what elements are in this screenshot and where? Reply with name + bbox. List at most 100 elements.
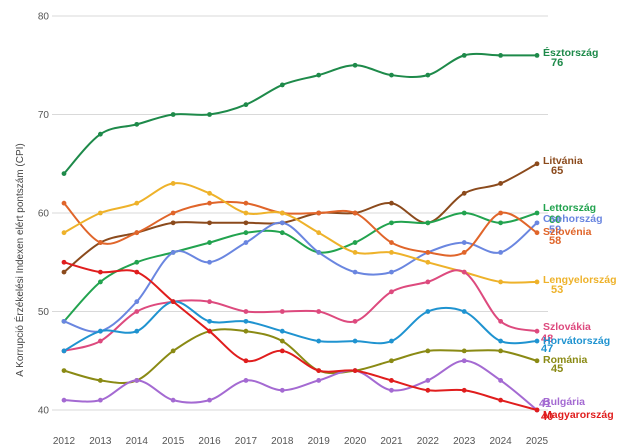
data-point <box>61 368 67 373</box>
data-point <box>461 358 467 364</box>
x-tick-label: 2025 <box>526 436 549 447</box>
data-point <box>243 220 249 226</box>
data-point <box>61 318 67 324</box>
data-point <box>243 200 249 206</box>
data-point <box>279 348 285 354</box>
data-point <box>461 309 467 314</box>
data-point <box>243 210 249 216</box>
data-point <box>170 397 176 403</box>
series-name-label: Csehország <box>543 213 603 225</box>
data-point <box>134 328 140 334</box>
data-point <box>389 269 394 275</box>
data-point <box>97 131 103 137</box>
data-point <box>316 230 322 236</box>
data-point <box>534 220 540 226</box>
data-point <box>316 210 322 216</box>
x-tick-label: 2023 <box>453 436 476 447</box>
series-line <box>63 328 538 385</box>
data-point <box>61 230 67 236</box>
data-point <box>207 397 212 403</box>
series-value-label: 45 <box>551 363 563 375</box>
data-point <box>316 368 322 373</box>
data-point <box>425 250 431 255</box>
data-point <box>97 397 103 403</box>
data-point <box>170 210 176 216</box>
data-point <box>389 200 394 206</box>
series-value-label: 47 <box>541 343 553 355</box>
series-value-label: 53 <box>551 284 563 296</box>
data-point <box>352 368 358 373</box>
data-point <box>97 279 103 285</box>
series-value-label: 76 <box>551 57 563 69</box>
series-line <box>63 261 538 411</box>
data-point <box>389 378 394 383</box>
series-value-label: 60 <box>549 214 561 226</box>
data-point <box>61 397 67 403</box>
series-name-label: Litvánia <box>543 155 583 167</box>
data-point <box>352 250 358 255</box>
data-point <box>170 250 176 255</box>
data-point <box>461 210 467 216</box>
series-line <box>63 359 538 411</box>
series-value-label: 40 <box>541 411 553 423</box>
series-value-label: 48 <box>541 333 553 345</box>
y-tick-label: 40 <box>38 406 50 417</box>
data-point <box>134 121 140 127</box>
data-point <box>534 279 540 285</box>
data-point <box>389 358 394 364</box>
data-point <box>170 112 176 117</box>
data-point <box>279 387 285 393</box>
series-name-label: Lettország <box>543 202 596 214</box>
data-point <box>425 220 431 226</box>
series-value-label: 65 <box>551 165 563 177</box>
data-point <box>279 328 285 334</box>
series-3 <box>61 220 540 334</box>
y-tick-label: 50 <box>38 307 50 318</box>
series-0 <box>61 52 540 177</box>
data-point <box>534 230 540 236</box>
x-tick-label: 2015 <box>162 436 185 447</box>
data-point <box>207 328 212 334</box>
x-tick-label: 2012 <box>53 436 76 447</box>
data-point <box>425 378 431 383</box>
data-point <box>279 230 285 236</box>
data-point <box>316 338 322 344</box>
data-point <box>134 230 140 236</box>
data-point <box>316 72 322 78</box>
data-point <box>534 407 540 413</box>
data-point <box>207 299 212 305</box>
series-line <box>63 52 537 175</box>
data-point <box>170 220 176 226</box>
data-point <box>461 269 467 275</box>
x-tick-label: 2016 <box>198 436 221 447</box>
data-point <box>534 358 540 364</box>
data-point <box>498 397 504 403</box>
data-point <box>352 240 358 245</box>
data-point <box>425 309 431 314</box>
data-point <box>97 378 103 383</box>
y-tick-label: 70 <box>38 110 50 121</box>
data-point <box>134 269 140 275</box>
data-point <box>279 82 285 88</box>
data-point <box>207 220 212 226</box>
data-point <box>279 309 285 314</box>
data-point <box>389 220 394 226</box>
y-axis-label: A Korrupció Érzékelési Indexen elért pon… <box>13 143 26 376</box>
x-tick-label: 2018 <box>271 436 294 447</box>
data-point <box>352 210 358 216</box>
data-point <box>389 338 394 344</box>
data-point <box>498 220 504 226</box>
data-point <box>207 200 212 206</box>
data-point <box>425 387 431 393</box>
data-point <box>498 181 504 186</box>
series-value-label: 59 <box>549 224 561 236</box>
data-point <box>97 210 103 216</box>
data-point <box>279 220 285 226</box>
data-point <box>207 240 212 245</box>
series-4 <box>61 200 540 257</box>
series-name-label: Románia <box>543 354 588 366</box>
data-point <box>134 378 140 383</box>
series-7 <box>61 299 540 354</box>
series-line <box>63 212 538 323</box>
